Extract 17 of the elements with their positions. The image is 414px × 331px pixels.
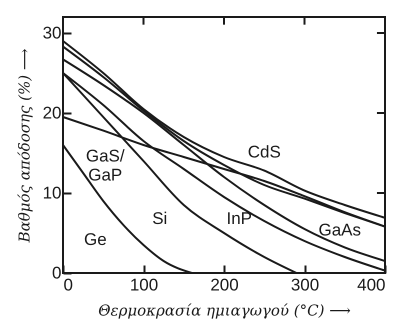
x-tick-label: 100 [130, 276, 158, 294]
y-tick-label: 30 [42, 24, 62, 42]
y-tick-label: 0 [52, 264, 62, 282]
y-tick-label: 10 [42, 184, 62, 202]
annotation: CdS [248, 142, 281, 162]
x-tick-label: 400 [357, 276, 386, 294]
y-tick-label: 20 [42, 104, 62, 122]
annotation: Si [152, 209, 168, 228]
x-axis-title: Θερμοκρασία ημιαγωγού (°C) ⟶ [98, 302, 351, 320]
annotation: Ge [84, 230, 107, 249]
x-tick-label: 0 [64, 276, 73, 294]
y-axis-title: Βαθμός απόδοσης (%) ⟶ [16, 48, 34, 244]
annotation: GaAs [318, 220, 362, 240]
x-tick-label: 300 [290, 276, 320, 294]
x-tick-label: 200 [210, 276, 239, 294]
annotation: InP [226, 209, 252, 228]
annotation: GaS/GaP [86, 146, 125, 185]
